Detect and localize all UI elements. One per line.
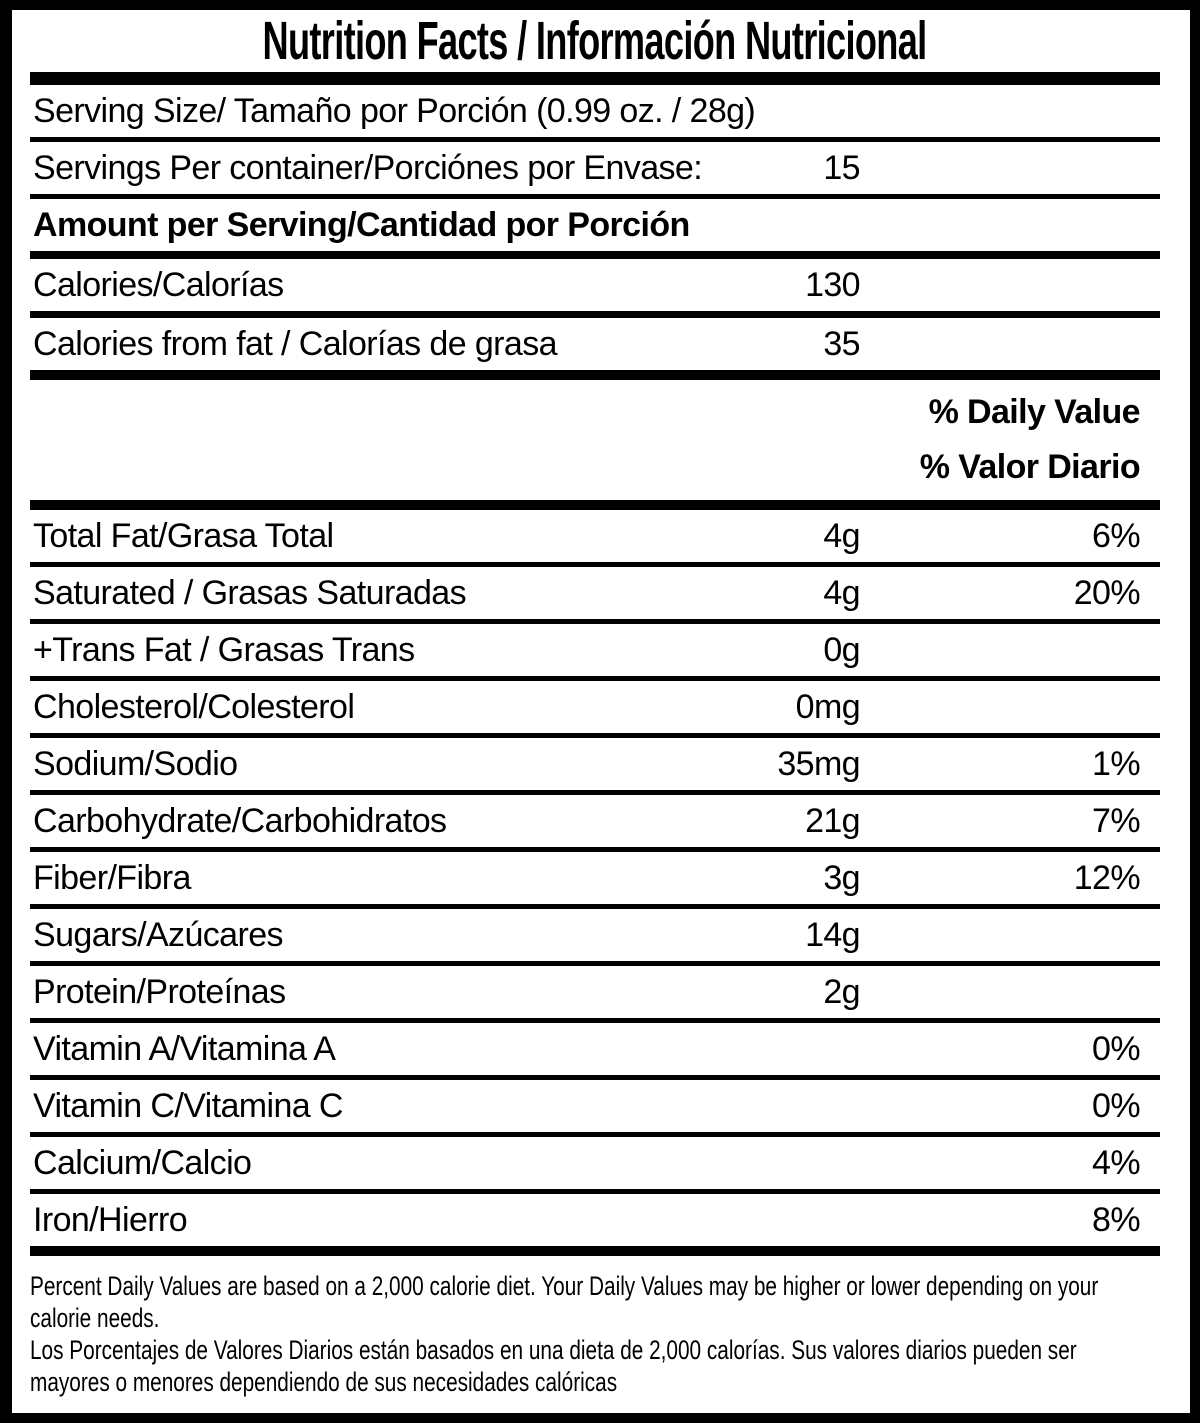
serving-size-row: Serving Size/ Tamaño por Porción (0.99 o… [30,85,1160,142]
nutrient-row-sugars: Sugars/Azúcares 14g [30,909,1160,966]
nutrient-label: Vitamin C/Vitamina C [33,1086,343,1125]
nutrient-row-fiber: Fiber/Fibra 3g 12% [30,852,1160,909]
nutrient-label: Carbohydrate/Carbohidratos [33,801,447,840]
calories-label: Calories/Calorías [33,265,284,304]
label-title: Nutrition Facts / Información Nutriciona… [262,11,928,71]
nutrient-label: Fiber/Fibra [33,858,191,897]
nutrient-label: Sugars/Azúcares [33,915,284,954]
nutrient-amount: 14g [805,915,861,954]
nutrient-amount: 4g [823,516,860,555]
nutrient-dv: 6% [1092,516,1141,555]
nutrient-label: Calcium/Calcio [33,1143,252,1182]
title-divider [30,72,1160,85]
footnote-line-en-2: calorie needs. [30,1303,160,1333]
nutrient-dv: 20% [1073,573,1141,612]
nutrient-amount: 2g [823,972,860,1011]
calories-from-fat-label: Calories from fat / Calorías de grasa [33,324,558,363]
nutrient-label: Total Fat/Grasa Total [33,516,334,555]
nutrient-amount: 35mg [777,744,860,783]
nutrient-row-calcium: Calcium/Calcio 4% [30,1137,1160,1194]
footnote-line-es-2: mayores o menores dependiendo de sus nec… [30,1367,618,1397]
nutrient-amount: 4g [823,573,860,612]
daily-value-header-es: % Valor Diario [919,448,1141,486]
nutrient-row-vitamin-a: Vitamin A/Vitamina A 0% [30,1023,1160,1080]
nutrient-row-total-fat: Total Fat/Grasa Total 4g 6% [30,510,1160,567]
footnote-line-es-1: Los Porcentajes de Valores Diarios están… [30,1335,1077,1365]
amount-per-serving-label: Amount per Serving/Cantidad por Porción [33,205,690,244]
calories-from-fat-value: 35 [823,324,860,363]
servings-per-container-label: Servings Per container/Porciónes por Env… [33,148,703,187]
servings-per-container-row: Servings Per container/Porciónes por Env… [30,142,1160,199]
amount-per-serving-row: Amount per Serving/Cantidad por Porción [30,199,1160,259]
nutrient-dv: 0% [1092,1029,1141,1068]
nutrient-row-carbohydrate: Carbohydrate/Carbohidratos 21g 7% [30,795,1160,852]
nutrient-amount: 0g [823,630,860,669]
footnote-line-en-1: Percent Daily Values are based on a 2,00… [30,1271,1099,1301]
nutrient-dv: 8% [1092,1200,1141,1239]
nutrient-amount: 3g [823,858,860,897]
calories-value: 130 [805,265,861,304]
nutrient-dv: 7% [1092,801,1141,840]
nutrient-amount: 21g [805,801,861,840]
nutrient-dv: 12% [1073,858,1141,897]
nutrient-label: Iron/Hierro [33,1200,188,1239]
nutrient-label: Saturated / Grasas Saturadas [33,573,467,612]
nutrient-label: Vitamin A/Vitamina A [33,1029,336,1068]
nutrient-label: Protein/Proteínas [33,972,286,1011]
serving-size-label: Serving Size/ Tamaño por Porción (0.99 o… [33,91,756,130]
daily-value-header: % Daily Value % Valor Diario [30,380,1160,510]
nutrient-amount: 0mg [795,687,861,726]
label-title-row: Nutrition Facts / Información Nutriciona… [30,10,1160,72]
nutrient-row-trans-fat: +Trans Fat / Grasas Trans 0g [30,624,1160,681]
nutrient-dv: 4% [1092,1143,1141,1182]
nutrient-label: Cholesterol/Colesterol [33,687,355,726]
nutrient-row-saturated-fat: Saturated / Grasas Saturadas 4g 20% [30,567,1160,624]
nutrient-row-sodium: Sodium/Sodio 35mg 1% [30,738,1160,795]
servings-per-container-value: 15 [823,148,860,187]
footnote: Percent Daily Values are based on a 2,00… [30,1256,1160,1398]
nutrient-dv: 1% [1092,744,1141,783]
calories-from-fat-row: Calories from fat / Calorías de grasa 35 [30,318,1160,380]
nutrient-row-vitamin-c: Vitamin C/Vitamina C 0% [30,1080,1160,1137]
nutrient-row-iron: Iron/Hierro 8% [30,1194,1160,1256]
nutrient-label: +Trans Fat / Grasas Trans [33,630,415,669]
nutrient-row-protein: Protein/Proteínas 2g [30,966,1160,1023]
nutrient-label: Sodium/Sodio [33,744,238,783]
calories-row: Calories/Calorías 130 [30,259,1160,318]
nutrient-dv: 0% [1092,1086,1141,1125]
daily-value-header-en: % Daily Value [928,393,1141,431]
nutrient-row-cholesterol: Cholesterol/Colesterol 0mg [30,681,1160,738]
